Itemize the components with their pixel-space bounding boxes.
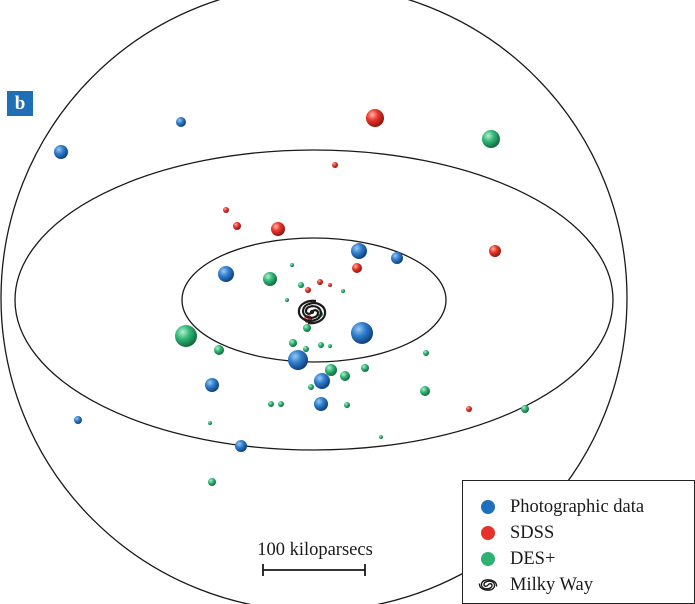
satellite-sdss-point [233,222,241,230]
satellite-sdss-point [223,207,229,213]
satellite-des-point [298,282,304,288]
satellite-des-point [361,364,369,372]
satellite-des-point [290,263,294,267]
satellite-photographic-point [351,322,373,344]
legend-label: DES+ [510,548,556,569]
satellite-sdss-point [332,162,338,168]
satellite-des-point [208,478,216,486]
sphere-outline [0,0,628,604]
satellite-photographic-point [288,350,308,370]
satellite-des-point [289,339,297,347]
satellite-des-point [285,298,289,302]
satellite-sdss-point [489,245,501,257]
satellite-des-point [308,384,314,390]
satellite-des-point [214,345,224,355]
satellite-des-point [208,421,212,425]
legend-label: SDSS [510,522,555,543]
panel-label: b [7,91,33,116]
satellite-photographic-point [391,252,403,264]
satellite-des-point [420,386,430,396]
satellite-des-point [379,435,383,439]
satellite-sdss-point [352,263,362,273]
legend-item-sdss: SDSS [481,521,554,545]
satellite-sdss-point [305,287,311,293]
satellite-des-point [303,346,309,352]
legend-item-photographic: Photographic data [481,495,644,519]
equator-ellipse [14,149,614,451]
legend-item-milky-way: Milky Way [478,573,593,597]
satellite-photographic-point [235,440,247,452]
satellite-sdss-point [271,222,285,236]
satellite-des-point [328,344,332,348]
satellite-photographic-point [314,373,330,389]
scale-bar-label: 100 kiloparsecs [257,540,373,560]
inner-orbit-ellipse [181,237,447,363]
scale-bar [262,564,366,576]
satellite-des-point [344,402,350,408]
outer-sphere [0,0,628,604]
satellite-photographic-point [314,397,328,411]
satellite-sdss-point [317,279,323,285]
satellite-des-point [278,401,284,407]
satellite-des-point [318,342,324,348]
satellite-des-point [521,405,529,413]
satellite-des-point [482,130,500,148]
satellite-photographic-point [74,416,82,424]
satellite-des-point [325,364,337,376]
satellite-photographic-point [205,378,219,392]
satellite-des-point [263,272,277,286]
legend-label: Milky Way [510,574,593,595]
satellite-sdss-point [366,109,384,127]
blue-dot-icon [481,500,495,514]
satellite-photographic-point [351,243,367,259]
red-dot-icon [481,526,495,540]
satellite-des-point [423,350,429,356]
satellite-des-point [341,289,345,293]
legend: Photographic data SDSS DES+ Milky Way [462,480,695,604]
legend-label: Photographic data [510,496,645,517]
satellite-sdss-point [328,283,332,287]
satellite-des-point [303,324,311,332]
satellite-des-point [268,401,274,407]
spiral-galaxy-icon [478,579,498,591]
milky-way-icon [302,302,327,325]
satellite-photographic-point [218,266,234,282]
satellite-des-point [340,371,350,381]
milky-way-center [297,299,327,325]
satellite-photographic-point [176,117,186,127]
satellite-des-point [175,325,197,347]
satellite-photographic-point [54,145,68,159]
satellite-sdss-point [466,406,472,412]
satellite-points [54,109,529,486]
legend-item-des: DES+ [481,547,555,571]
green-dot-icon [481,552,495,566]
